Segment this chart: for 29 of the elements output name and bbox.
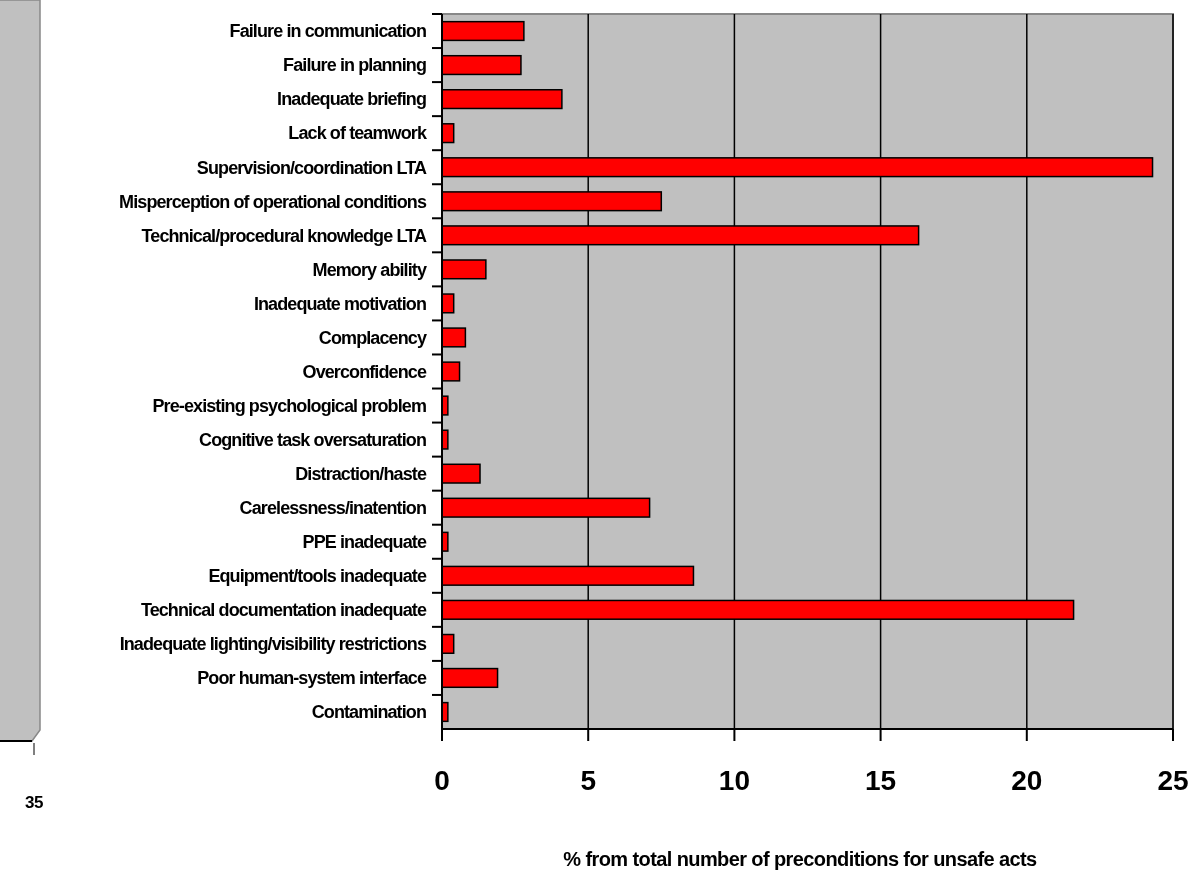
- y-tick-label: Memory ability: [312, 259, 427, 280]
- y-tick-label: Complacency: [318, 327, 427, 348]
- y-tick-label: Supervision/coordination LTA: [196, 157, 427, 178]
- x-tick-label: 0: [434, 765, 450, 796]
- y-tick-label: Failure in planning: [283, 55, 426, 76]
- y-tick-label: Inadequate lighting/visibility restrictions: [119, 634, 427, 655]
- y-tick-label: Contamination: [311, 702, 426, 723]
- y-tick-label: Cognitive task oversaturation: [199, 429, 426, 450]
- y-tick-label: Carelessness/inatention: [239, 497, 426, 518]
- x-tick-label: 25: [1157, 765, 1189, 796]
- y-tick-label: Lack of teamwork: [288, 123, 428, 144]
- y-tick-label: Technical documentation inadequate: [140, 600, 427, 621]
- y-tick-label: Poor human-system interface: [197, 668, 427, 689]
- y-tick-label: Failure in communication: [229, 21, 426, 42]
- x-tick-label: 10: [718, 765, 750, 796]
- y-tick-label: Inadequate briefing: [277, 89, 426, 110]
- y-tick-label: Misperception of operational conditions: [119, 191, 427, 212]
- y-tick-label: Inadequate motivation: [253, 293, 426, 314]
- y-tick-label: Technical/procedural knowledge LTA: [141, 225, 427, 246]
- y-tick-label: Equipment/tools inadequate: [208, 566, 427, 587]
- x-tick-label: 20: [1011, 765, 1043, 796]
- y-tick-label: Overconfidence: [302, 361, 427, 382]
- y-tick-label: Pre-existing psychological problem: [152, 395, 426, 416]
- text: 35: [25, 793, 43, 812]
- x-tick-label: 5: [580, 765, 596, 796]
- y-tick-label: Distraction/haste: [295, 463, 427, 484]
- x-axis-title: % from total number of preconditions for unsafe acts: [563, 848, 1038, 870]
- x-tick-label: 15: [865, 765, 897, 796]
- y-tick-label: PPE inadequate: [302, 532, 427, 553]
